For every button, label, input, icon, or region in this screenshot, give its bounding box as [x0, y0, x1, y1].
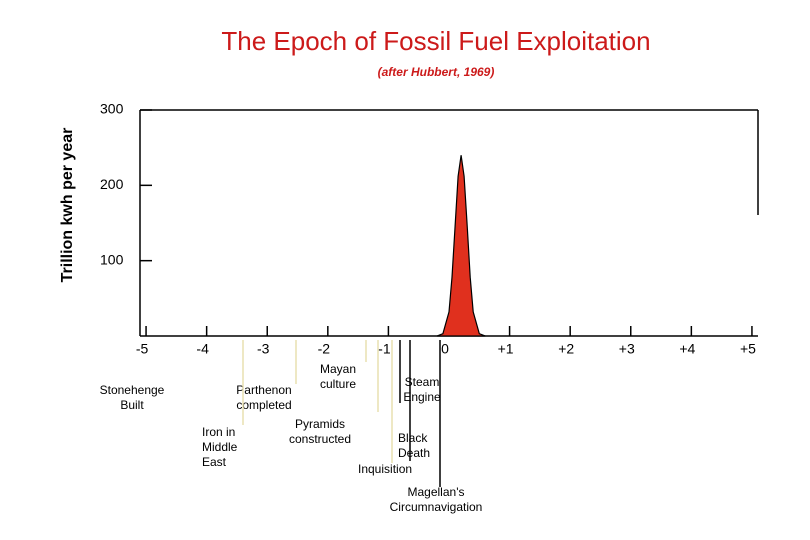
annotation: completed	[236, 398, 291, 412]
x-tick-label: -1	[378, 341, 391, 357]
x-tick-label: -2	[318, 341, 331, 357]
annotation: Parthenon	[236, 383, 291, 397]
annotation: Death	[398, 446, 430, 460]
x-tick-label: +4	[679, 341, 695, 357]
annotation: Mayan	[320, 362, 356, 376]
annotation: Black	[398, 431, 428, 445]
x-tick-label: +3	[619, 341, 635, 357]
annotation: Built	[120, 398, 144, 412]
y-tick-label: 300	[100, 101, 124, 117]
annotation: East	[202, 455, 227, 469]
x-tick-label: 0	[441, 341, 449, 357]
annotation: Circumnavigation	[390, 500, 483, 514]
annotation: Magellan's	[408, 485, 465, 499]
annotation: Middle	[202, 440, 238, 454]
x-tick-label: -5	[136, 341, 149, 357]
annotation: Engine	[403, 390, 441, 404]
x-tick-label: -3	[257, 341, 270, 357]
x-tick-label: -4	[196, 341, 209, 357]
annotation: Pyramids	[295, 417, 345, 431]
annotation: Steam	[405, 375, 440, 389]
chart-subtitle: (after Hubbert, 1969)	[378, 65, 495, 79]
annotation: Stonehenge	[100, 383, 165, 397]
area	[436, 155, 486, 337]
y-tick-label: 200	[100, 176, 124, 192]
annotation: culture	[320, 377, 356, 391]
annotation: constructed	[289, 432, 351, 446]
x-tick-label: +2	[558, 341, 574, 357]
x-tick-label: +5	[740, 341, 756, 357]
y-axis-label: Trillion kwh per year	[59, 128, 76, 283]
y-tick-label: 100	[100, 251, 124, 267]
chart-title: The Epoch of Fossil Fuel Exploitation	[221, 26, 650, 56]
x-tick-label: +1	[498, 341, 514, 357]
annotation: Inquisition	[358, 462, 412, 476]
annotation: Iron in	[202, 425, 235, 439]
